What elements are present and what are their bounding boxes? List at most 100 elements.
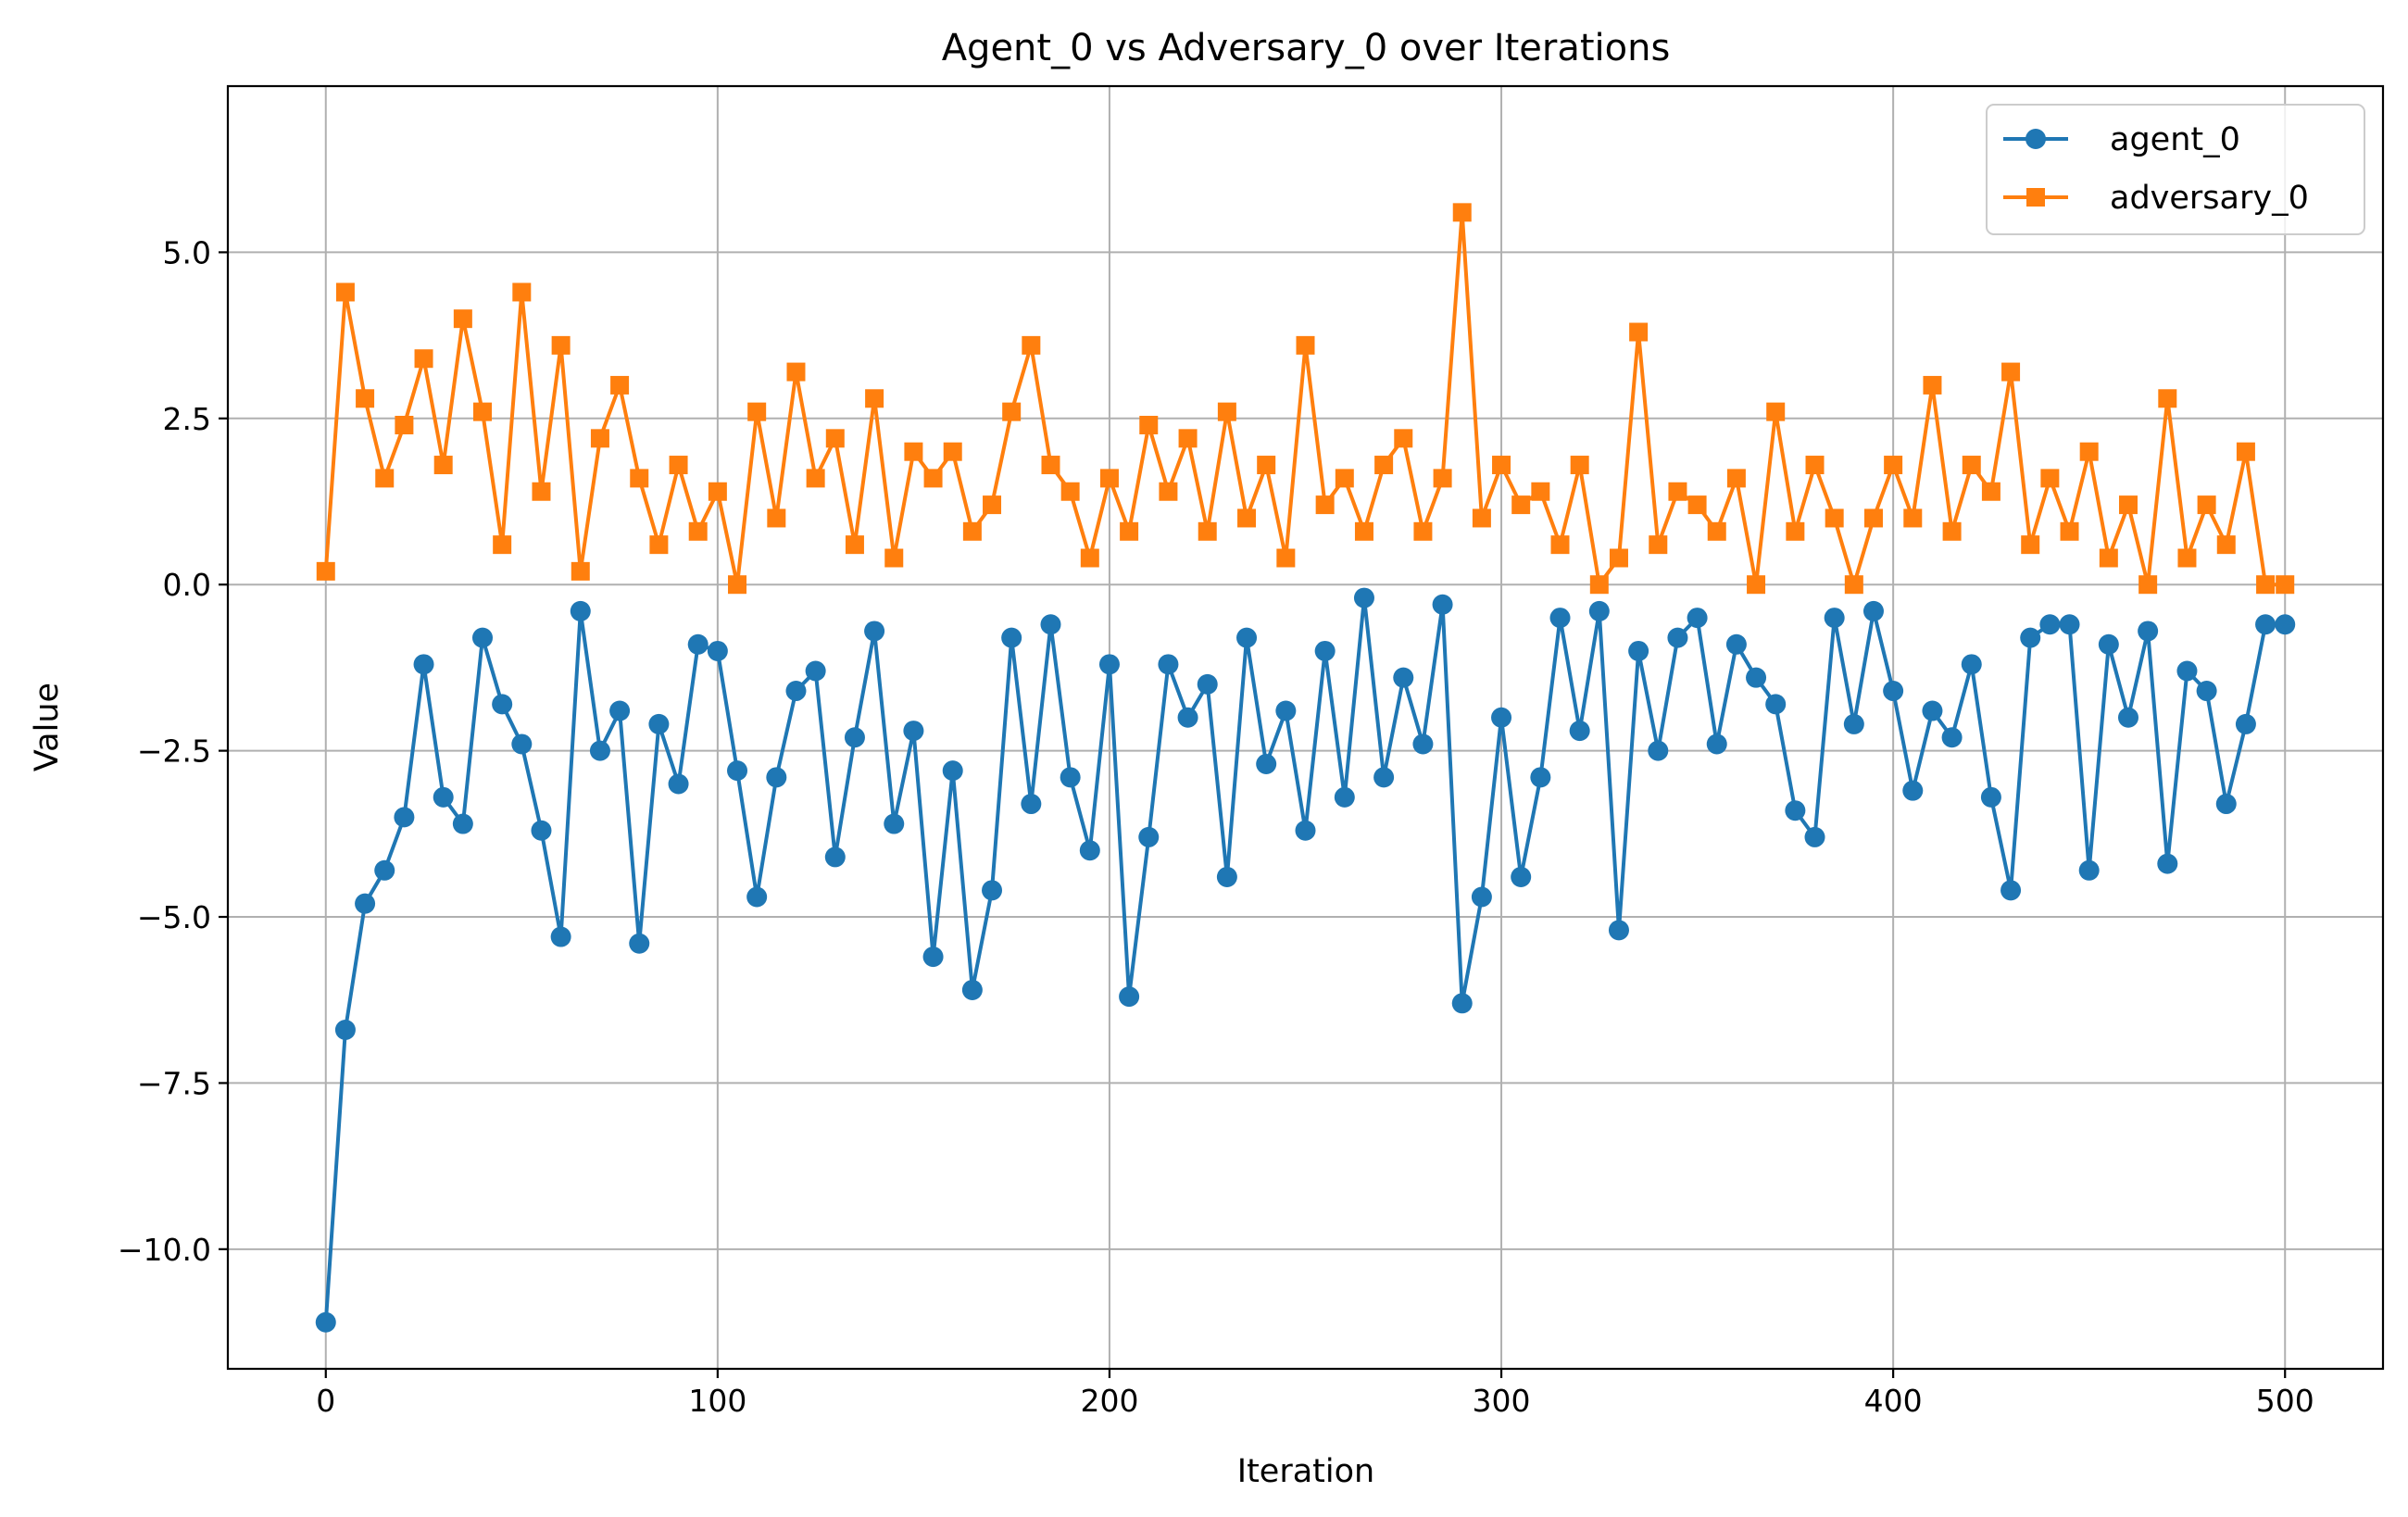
adversary_0-point (1649, 535, 1668, 555)
adversary_0-point (571, 561, 590, 581)
agent_0-point (1021, 794, 1042, 815)
adversary_0-point (1942, 521, 1962, 541)
adversary_0-point (375, 469, 395, 488)
adversary_0-point (473, 402, 493, 421)
agent_0-point (1353, 587, 1374, 608)
adversary_0-point (2021, 535, 2040, 555)
agent_0-point (903, 721, 924, 742)
adversary_0-point (512, 282, 532, 302)
agent_0-point (2176, 660, 2198, 682)
agent_0-point (1412, 733, 1434, 755)
agent_0-point (1648, 740, 1669, 761)
adversary_0-point (356, 389, 375, 408)
agent_0-point (374, 859, 395, 881)
adversary_0-point (1726, 469, 1746, 488)
agent_0-point (1706, 733, 1727, 755)
adversary_0-point (532, 482, 551, 501)
adversary_0-point (1060, 482, 1080, 501)
agent_0-point (1314, 640, 1336, 661)
agent_0-point (1256, 753, 1277, 774)
grid-layer (228, 86, 2383, 1369)
adversary_0-point (1198, 521, 1217, 541)
adversary_0-point (1863, 508, 1883, 528)
agent_0-point (1785, 800, 1806, 821)
legend: agent_0 adversary_0 (1986, 104, 2365, 235)
adversary_0-point (884, 548, 904, 568)
adversary_0-point (1257, 456, 1276, 475)
agent_0-point (1804, 826, 1825, 847)
agent_0-point (844, 727, 865, 748)
adversary_0-point (962, 521, 982, 541)
adversary_0-point (1766, 402, 1786, 421)
agent_0-point (1511, 866, 1532, 887)
agent_0-point (1275, 700, 1297, 721)
agent_0-point (1119, 986, 1140, 1008)
agent_0-point (1725, 633, 1747, 655)
adversary_0-point (2001, 362, 2021, 382)
agent_0-point (1060, 767, 1081, 788)
y-tick-label: 0.0 (163, 567, 211, 603)
adversary_0-point (2177, 548, 2197, 568)
adversary_0-point (649, 535, 669, 555)
adversary_0-point (708, 482, 727, 501)
adversary_0-point (865, 389, 884, 408)
adversary_0-point (395, 415, 414, 434)
agent_0-point (570, 600, 591, 621)
legend-adversary-label: adversary_0 (2110, 180, 2309, 217)
adversary_0-point (1080, 548, 1099, 568)
agent_0-point (1098, 654, 1120, 675)
adversary_0-point (414, 349, 433, 369)
agent_0-point (531, 820, 552, 841)
adversary_0-point (1335, 469, 1354, 488)
y-tick-label: −2.5 (137, 733, 211, 770)
y-tick-label: −5.0 (137, 899, 211, 935)
agent_0-point (1530, 767, 1551, 788)
agent_0-point (766, 767, 787, 788)
adversary_0-point (1668, 482, 1687, 501)
agent_0-point (746, 886, 768, 908)
adversary_0-point (453, 309, 472, 329)
x-tick-label: 500 (2256, 1383, 2314, 1419)
agent_0-point (2138, 621, 2159, 642)
adversary_0-point (2079, 442, 2099, 461)
adversary_0-point (1374, 456, 1394, 475)
adversary_0-point (825, 429, 845, 448)
agent_0-point (884, 813, 905, 834)
adversary_0-point (1531, 482, 1550, 501)
agent_0-point (785, 681, 807, 702)
legend-box (1986, 104, 2365, 235)
agent_0-point (1765, 694, 1787, 715)
x-tick-label: 300 (1473, 1383, 1531, 1419)
agent_0-point (2098, 633, 2119, 655)
adversary_0-point (1962, 456, 1981, 475)
agent_0-point (1001, 627, 1022, 648)
agent_0-point (1862, 600, 1884, 621)
adversary_0-point (1159, 482, 1178, 501)
agent_0-point (1746, 667, 1767, 688)
agent_0-point (1667, 627, 1688, 648)
adversary_0-point (2118, 495, 2138, 515)
agent_0-point (864, 621, 885, 642)
agent_0-point (1471, 886, 1492, 908)
agent_0-point (1177, 707, 1198, 728)
x-tick-label: 100 (688, 1383, 746, 1419)
y-tick-label: −10.0 (118, 1232, 211, 1268)
adversary_0-point (630, 469, 649, 488)
agent_0-point (433, 786, 454, 808)
adversary_0-point (1296, 335, 1315, 355)
adversary_0-point (1747, 575, 1766, 595)
series-layer (315, 203, 2296, 1333)
adversary_0-point (1217, 402, 1236, 421)
agent_0-point (1941, 727, 1963, 748)
series-adversary_0 (316, 203, 2295, 595)
legend-adversary-marker (2026, 188, 2045, 207)
adversary_0-point (786, 362, 806, 382)
agent_0-point (1687, 608, 1708, 629)
adversary_0-point (610, 375, 630, 395)
agent_0-point (629, 933, 650, 954)
agent_0-point (492, 694, 513, 715)
adversary_0-point (1139, 415, 1159, 434)
agent_0-point (1138, 826, 1160, 847)
adversary_0-point (1315, 495, 1335, 515)
adversary_0-point (1786, 521, 1805, 541)
